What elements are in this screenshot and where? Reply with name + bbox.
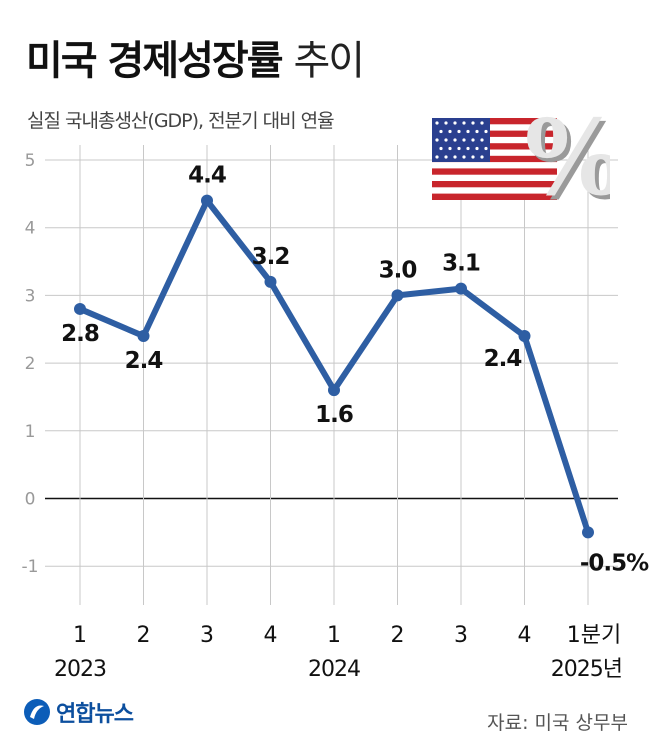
data-point bbox=[328, 384, 340, 397]
y-tick-label: 0 bbox=[25, 490, 36, 510]
percent-symbol-front: % bbox=[525, 110, 610, 210]
us-flag-percent-illustration: % % bbox=[432, 110, 610, 210]
x-tick-label: 2 bbox=[391, 623, 405, 648]
x-tick-label: 1 bbox=[327, 623, 341, 648]
data-point bbox=[74, 302, 86, 315]
x-year-label: 2023 bbox=[54, 657, 106, 682]
data-label: 2.8 bbox=[61, 321, 99, 347]
y-tick-label: 5 bbox=[25, 151, 36, 171]
x-tick-label: 2 bbox=[137, 623, 151, 648]
data-point bbox=[201, 194, 213, 207]
title-bold: 미국 경제성장률 bbox=[26, 38, 284, 84]
source-note: 자료: 미국 상무부 bbox=[487, 712, 628, 734]
agency-name: 연합뉴스 bbox=[56, 702, 134, 727]
data-label: 2.4 bbox=[484, 346, 522, 372]
data-point bbox=[264, 275, 277, 288]
y-tick-label: 2 bbox=[25, 354, 36, 374]
data-label: 3.0 bbox=[379, 257, 417, 283]
page-title: 미국 경제성장률 추이 bbox=[26, 28, 365, 86]
data-point bbox=[455, 282, 467, 295]
data-label: 3.1 bbox=[442, 251, 480, 277]
data-label: 4.4 bbox=[188, 163, 226, 189]
data-point bbox=[137, 330, 150, 343]
chart-subtitle: 실질 국내총생산(GDP), 전분기 대비 연율 bbox=[27, 110, 335, 132]
x-tick-label: 1분기 bbox=[567, 623, 621, 648]
y-tick-label: 1 bbox=[25, 422, 36, 442]
data-label: -0.5% bbox=[580, 550, 649, 576]
y-tick-label: -1 bbox=[22, 557, 39, 577]
x-tick-label: 4 bbox=[518, 623, 532, 648]
data-label: 1.6 bbox=[315, 402, 353, 428]
title-light: 추이 bbox=[293, 38, 365, 84]
data-point bbox=[582, 526, 594, 539]
x-year-label: 2024 bbox=[308, 657, 360, 682]
x-tick-label: 3 bbox=[454, 623, 468, 648]
agency-logo-icon bbox=[24, 699, 50, 725]
us-flag-icon bbox=[432, 118, 557, 200]
x-tick-label: 4 bbox=[264, 623, 278, 648]
data-label: 2.4 bbox=[125, 348, 163, 374]
data-point bbox=[391, 289, 404, 302]
x-tick-label: 3 bbox=[200, 623, 214, 648]
y-tick-label: 3 bbox=[25, 286, 36, 306]
percent-symbol: % bbox=[529, 110, 610, 210]
data-label: 3.2 bbox=[252, 244, 290, 270]
y-tick-label: 4 bbox=[25, 219, 36, 239]
x-tick-label: 1 bbox=[73, 623, 87, 648]
agency-logo: 연합뉴스 bbox=[22, 696, 134, 728]
data-point bbox=[518, 330, 531, 343]
x-year-label: 2025년 bbox=[551, 657, 622, 682]
